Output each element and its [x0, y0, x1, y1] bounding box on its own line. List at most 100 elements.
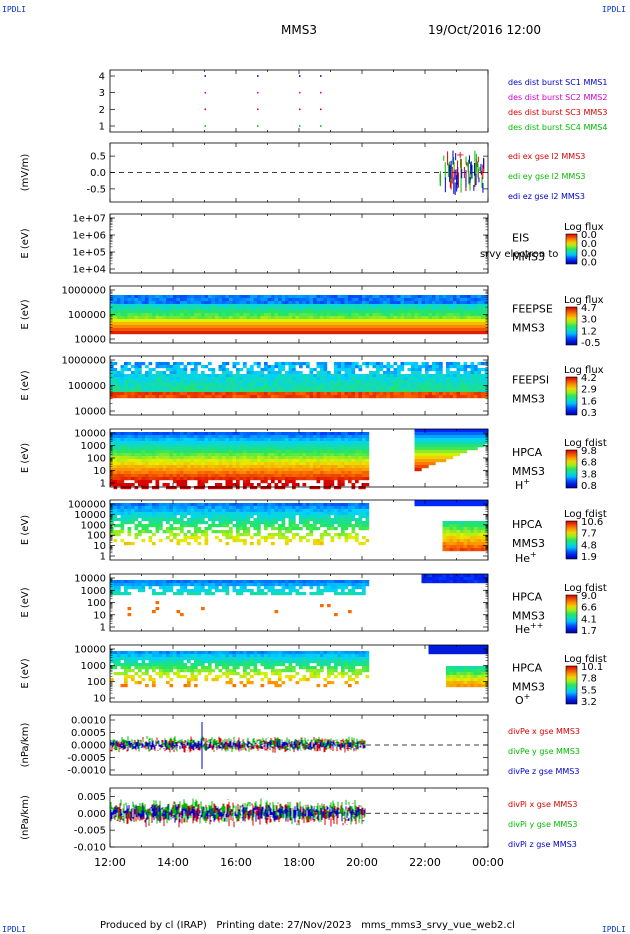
- pixel: [169, 527, 174, 531]
- pixel: [313, 298, 317, 302]
- pixel: [484, 307, 489, 311]
- pixel: [250, 438, 254, 442]
- pixel: [166, 368, 170, 372]
- pixel: [274, 465, 279, 469]
- pixel: [271, 383, 275, 387]
- pixel: [323, 483, 328, 487]
- pixel: [243, 322, 247, 326]
- pixel: [467, 298, 471, 302]
- pixel: [365, 362, 370, 366]
- pixel: [222, 453, 226, 457]
- pixel: [127, 521, 132, 525]
- pixel: [159, 468, 163, 472]
- pixel: [225, 395, 230, 399]
- pixel: [390, 377, 394, 381]
- pixel: [190, 447, 195, 451]
- pixel: [285, 459, 289, 463]
- pixel: [470, 386, 475, 390]
- pixel: [320, 432, 324, 436]
- pixel: [470, 444, 475, 448]
- pixel: [127, 468, 132, 472]
- pixel: [425, 459, 429, 463]
- pixel: [159, 477, 163, 481]
- pixel: [327, 304, 331, 308]
- pixel: [243, 319, 247, 323]
- pixel: [358, 459, 363, 463]
- pixel: [302, 362, 307, 366]
- pixel: [246, 383, 251, 387]
- pixel: [309, 459, 314, 463]
- pixel: [330, 474, 335, 478]
- pixel: [243, 325, 247, 329]
- pixel: [274, 386, 279, 390]
- pixel: [250, 386, 254, 390]
- pixel: [320, 295, 324, 299]
- pixel: [299, 322, 303, 326]
- pixel: [313, 377, 317, 381]
- pixel: [180, 462, 184, 466]
- pixel: [250, 298, 254, 302]
- pixel: [484, 325, 489, 329]
- pixel: [110, 447, 114, 451]
- pixel: [449, 295, 454, 299]
- pixel: [463, 310, 468, 314]
- pixel: [229, 509, 233, 513]
- pixel: [337, 432, 342, 436]
- pixel: [474, 301, 478, 305]
- pixel: [407, 325, 412, 329]
- pixel: [274, 477, 279, 481]
- pixel: [131, 471, 135, 475]
- pixel: [306, 383, 310, 387]
- pixel: [435, 319, 440, 323]
- pixel: [484, 319, 489, 323]
- pixel: [348, 462, 352, 466]
- colorbar-tick-label: 0.8: [581, 481, 597, 492]
- pixel: [257, 304, 261, 308]
- pixel: [127, 444, 132, 448]
- pixel: [327, 477, 331, 481]
- pixel: [446, 322, 450, 326]
- pixel: [134, 477, 139, 481]
- pixel: [267, 471, 272, 475]
- pixel: [124, 304, 128, 308]
- pixel: [134, 438, 139, 442]
- pixel: [439, 307, 443, 311]
- pixel: [362, 362, 366, 366]
- pixel: [225, 536, 230, 540]
- pixel: [309, 377, 314, 381]
- pixel: [477, 371, 482, 375]
- pixel: [159, 521, 163, 525]
- pixel: [236, 377, 240, 381]
- pixel: [152, 453, 156, 457]
- pixel: [201, 453, 205, 457]
- pixel: [162, 389, 167, 393]
- pixel: [253, 298, 258, 302]
- pixel: [295, 483, 300, 487]
- pixel: [113, 304, 118, 308]
- pixel: [131, 477, 135, 481]
- pixel: [127, 362, 132, 366]
- pixel: [239, 377, 244, 381]
- pixel: [180, 362, 184, 366]
- pixel: [435, 456, 440, 460]
- pixel: [253, 316, 258, 320]
- pixel: [344, 468, 349, 472]
- pixel: [141, 374, 146, 378]
- pixel: [355, 319, 359, 323]
- pixel: [257, 310, 261, 314]
- pixel: [176, 432, 181, 436]
- pixel: [183, 301, 188, 305]
- pixel: [421, 441, 426, 445]
- pixel: [442, 432, 447, 436]
- pixel: [467, 374, 471, 378]
- pixel: [365, 453, 370, 457]
- pixel: [425, 304, 429, 308]
- pixel: [162, 313, 167, 317]
- pixel: [190, 432, 195, 436]
- pixel: [260, 459, 265, 463]
- pixel: [306, 325, 310, 329]
- pixel: [390, 322, 394, 326]
- pixel: [183, 503, 188, 507]
- pixel: [348, 453, 352, 457]
